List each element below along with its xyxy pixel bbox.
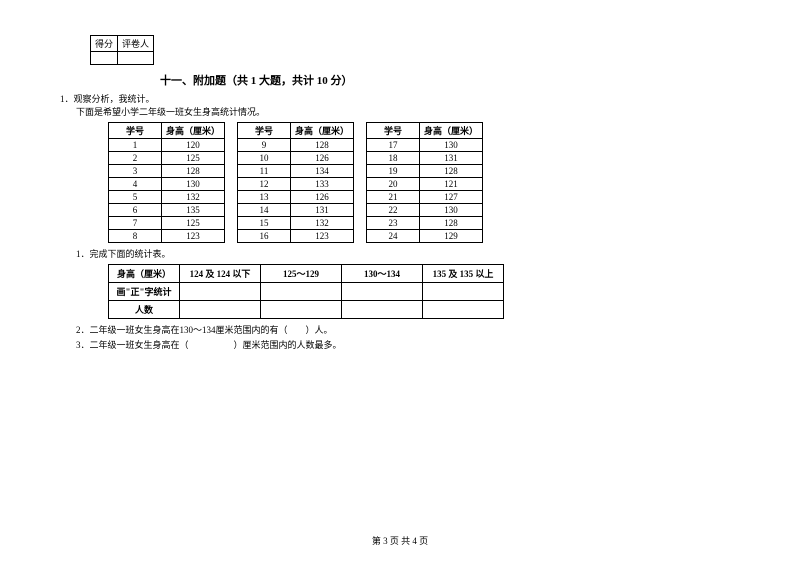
table-row: 133	[291, 178, 354, 191]
table-row: 21	[367, 191, 420, 204]
header-height: 身高（厘米）	[291, 123, 354, 139]
summary-table: 身高（厘米） 124 及 124 以下 125～129 130～134 135 …	[108, 264, 504, 319]
table-row: 13	[238, 191, 291, 204]
data-tables: 学号 身高（厘米） 1120 2125 3128 4130 5132 6135 …	[108, 122, 710, 243]
table-row: 6	[109, 204, 162, 217]
score-box: 得分 评卷人	[90, 35, 154, 65]
data-table-block-3: 学号 身高（厘米） 17130 18131 19128 20121 21127 …	[366, 122, 483, 243]
subquestion-2: 2．二年级一班女生身高在130～134厘米范围内的有（ ）人。	[76, 323, 710, 336]
data-table-block-2: 学号 身高（厘米） 9128 10126 11134 12133 13126 1…	[237, 122, 354, 243]
table-row: 128	[162, 165, 225, 178]
data-table-block-1: 学号 身高（厘米） 1120 2125 3128 4130 5132 6135 …	[108, 122, 225, 243]
summary-header-c2: 125～129	[261, 265, 342, 283]
table-row: 2	[109, 152, 162, 165]
page: 得分 评卷人 十一、附加题（共 1 大题，共计 10 分） 1．观察分析，我统计…	[0, 0, 800, 565]
table-row: 14	[238, 204, 291, 217]
header-id: 学号	[109, 123, 162, 139]
section-title: 十一、附加题（共 1 大题，共计 10 分）	[160, 72, 710, 88]
table-row: 127	[420, 191, 483, 204]
score-blank-1	[91, 52, 118, 65]
table-row: 24	[367, 230, 420, 243]
summary-row3-label: 人数	[109, 301, 180, 319]
table-row: 19	[367, 165, 420, 178]
table-row: 126	[291, 152, 354, 165]
table-row: 10	[238, 152, 291, 165]
table-row: 120	[162, 139, 225, 152]
table-row: 17	[367, 139, 420, 152]
summary-header-c1: 124 及 124 以下	[180, 265, 261, 283]
table-row: 123	[162, 230, 225, 243]
table-row: 130	[420, 204, 483, 217]
table-row: 130	[420, 139, 483, 152]
summary-cell	[423, 301, 504, 319]
summary-cell	[342, 301, 423, 319]
summary-cell	[423, 283, 504, 301]
score-blank-2	[118, 52, 154, 65]
score-cell-grader: 评卷人	[118, 36, 154, 52]
table-row: 125	[162, 152, 225, 165]
table-row: 4	[109, 178, 162, 191]
table-row: 131	[291, 204, 354, 217]
table-row: 8	[109, 230, 162, 243]
question-1-line-1: 1．观察分析，我统计。	[60, 92, 710, 105]
subquestion-3: 3．二年级一班女生身高在（ ）厘米范围内的人数最多。	[76, 338, 710, 351]
table-row: 134	[291, 165, 354, 178]
table-row: 7	[109, 217, 162, 230]
table-row: 130	[162, 178, 225, 191]
header-height: 身高（厘米）	[420, 123, 483, 139]
table-row: 132	[291, 217, 354, 230]
table-row: 131	[420, 152, 483, 165]
header-id: 学号	[238, 123, 291, 139]
table-row: 18	[367, 152, 420, 165]
table-row: 15	[238, 217, 291, 230]
summary-cell	[261, 301, 342, 319]
table-row: 126	[291, 191, 354, 204]
table-row: 12	[238, 178, 291, 191]
table-row: 9	[238, 139, 291, 152]
table-row: 3	[109, 165, 162, 178]
table-row: 123	[291, 230, 354, 243]
summary-cell	[342, 283, 423, 301]
summary-cell	[180, 301, 261, 319]
table-row: 23	[367, 217, 420, 230]
table-row: 128	[420, 165, 483, 178]
table-row: 16	[238, 230, 291, 243]
table-row: 1	[109, 139, 162, 152]
header-id: 学号	[367, 123, 420, 139]
summary-header-c4: 135 及 135 以上	[423, 265, 504, 283]
page-footer: 第 3 页 共 4 页	[0, 534, 800, 547]
table-row: 125	[162, 217, 225, 230]
table-row: 132	[162, 191, 225, 204]
table-row: 11	[238, 165, 291, 178]
question-1-line-2: 下面是希望小学二年级一班女生身高统计情况。	[76, 105, 710, 118]
table-row: 135	[162, 204, 225, 217]
summary-cell	[180, 283, 261, 301]
summary-header-label: 身高（厘米）	[109, 265, 180, 283]
summary-header-c3: 130～134	[342, 265, 423, 283]
table-row: 128	[291, 139, 354, 152]
summary-row2-label: 画"正"字统计	[109, 283, 180, 301]
subquestion-1: 1．完成下面的统计表。	[76, 247, 710, 260]
header-height: 身高（厘米）	[162, 123, 225, 139]
table-row: 5	[109, 191, 162, 204]
summary-cell	[261, 283, 342, 301]
table-row: 22	[367, 204, 420, 217]
table-row: 20	[367, 178, 420, 191]
table-row: 128	[420, 217, 483, 230]
score-cell-score: 得分	[91, 36, 118, 52]
table-row: 121	[420, 178, 483, 191]
table-row: 129	[420, 230, 483, 243]
